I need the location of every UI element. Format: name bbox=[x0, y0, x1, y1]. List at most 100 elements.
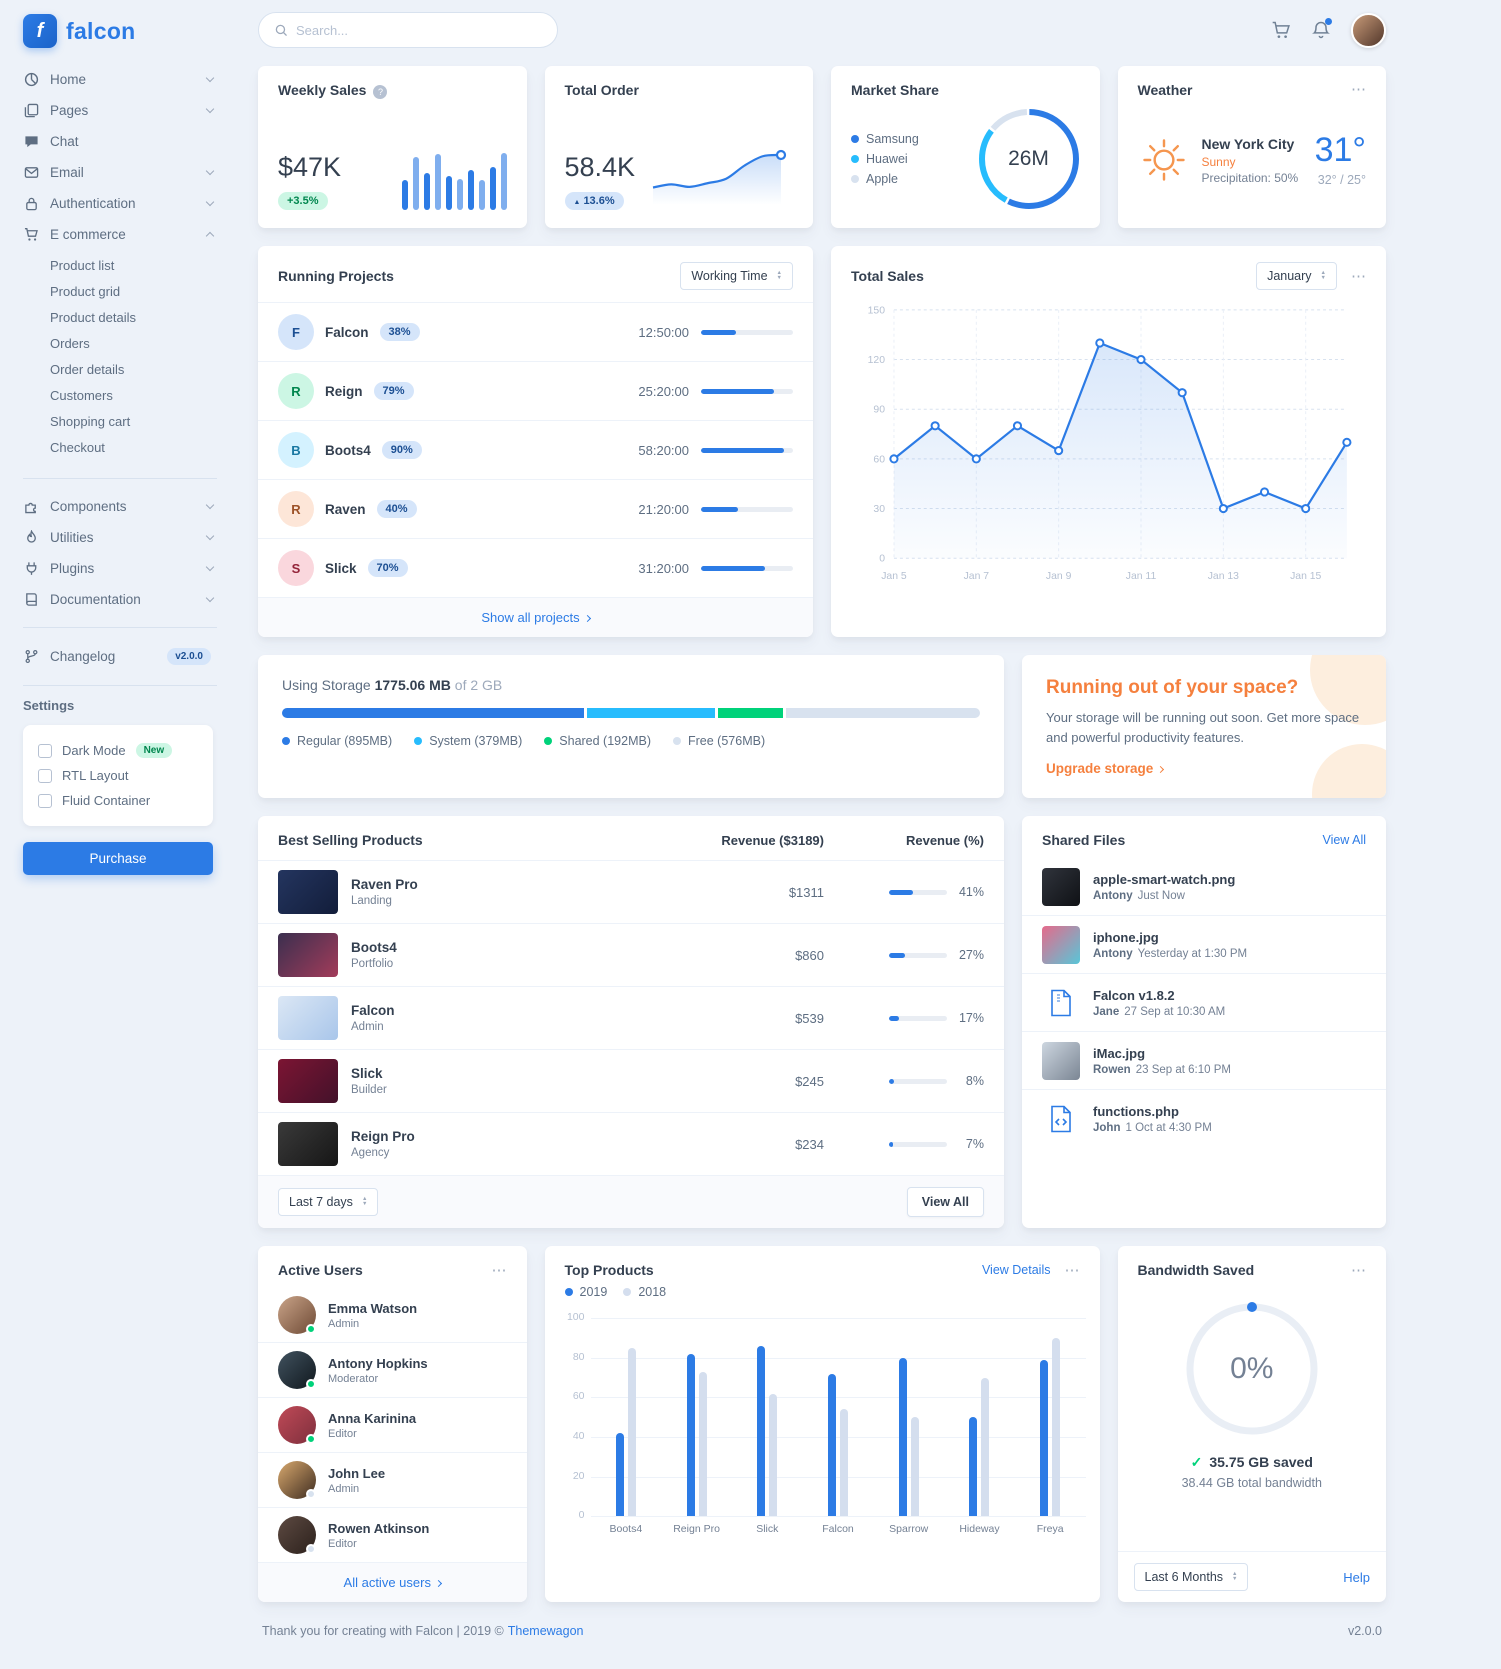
total-order-card: Total Order 58.4K 13.6% bbox=[544, 66, 813, 228]
product-row: Slick Builder $245 8% bbox=[258, 1049, 1004, 1112]
dark-mode-checkbox[interactable] bbox=[38, 743, 52, 758]
sidebar-item-chat[interactable]: Chat bbox=[23, 126, 225, 157]
sidebar-item-plugins[interactable]: Plugins bbox=[23, 553, 225, 584]
sidebar-item-email[interactable]: Email bbox=[23, 157, 225, 188]
brand-logo[interactable]: falcon bbox=[23, 14, 225, 48]
divider bbox=[23, 627, 217, 628]
product-name-link[interactable]: Falcon bbox=[351, 1003, 395, 1019]
project-name-link[interactable]: Slick bbox=[325, 560, 357, 576]
project-name-link[interactable]: Reign bbox=[325, 383, 363, 399]
file-name-link[interactable]: apple-smart-watch.png bbox=[1093, 871, 1236, 887]
weekly-sales-bar bbox=[467, 170, 474, 210]
show-all-projects-link[interactable]: Show all projects bbox=[481, 610, 591, 625]
product-name-link[interactable]: Reign Pro bbox=[351, 1129, 415, 1145]
product-name-link[interactable]: Raven Pro bbox=[351, 877, 418, 893]
bar-group bbox=[803, 1373, 874, 1517]
product-thumbnail bbox=[278, 1122, 338, 1167]
legend-item: Huawei bbox=[851, 149, 919, 169]
user-name-link[interactable]: Antony Hopkins bbox=[328, 1355, 428, 1371]
divider bbox=[23, 685, 217, 686]
more-menu-icon[interactable] bbox=[1351, 1263, 1366, 1278]
file-time: 1 Oct at 4:30 PM bbox=[1125, 1121, 1212, 1134]
file-name-link[interactable]: Falcon v1.8.2 bbox=[1093, 987, 1175, 1003]
rtl-layout-option[interactable]: RTL Layout bbox=[38, 763, 198, 788]
product-name-link[interactable]: Boots4 bbox=[351, 940, 397, 956]
file-name-link[interactable]: iMac.jpg bbox=[1093, 1045, 1146, 1061]
month-select[interactable]: January bbox=[1256, 262, 1337, 290]
storage-segment bbox=[785, 708, 980, 718]
more-menu-icon[interactable] bbox=[492, 1263, 507, 1278]
sidebar-item-product-grid[interactable]: Product grid bbox=[50, 283, 121, 299]
user-name-link[interactable]: Rowen Atkinson bbox=[328, 1520, 430, 1536]
info-icon[interactable] bbox=[373, 85, 388, 99]
sidebar-item-pages[interactable]: Pages bbox=[23, 95, 225, 126]
svg-text:Jan 5: Jan 5 bbox=[881, 571, 907, 582]
file-name-link[interactable]: iphone.jpg bbox=[1093, 929, 1159, 945]
sidebar-item-orders[interactable]: Orders bbox=[50, 335, 90, 351]
sidebar-item-customers[interactable]: Customers bbox=[50, 387, 113, 403]
months-select[interactable]: Last 6 Months bbox=[1133, 1563, 1249, 1592]
more-menu-icon[interactable] bbox=[1065, 1263, 1080, 1278]
svg-text:Jan 9: Jan 9 bbox=[1046, 571, 1072, 582]
chevron-down-icon bbox=[205, 562, 215, 572]
purchase-button[interactable]: Purchase bbox=[23, 842, 213, 875]
fluid-container-checkbox[interactable] bbox=[38, 793, 52, 808]
product-revenue: $539 bbox=[795, 1010, 824, 1026]
sidebar-item-ecommerce[interactable]: E commerce bbox=[23, 219, 225, 250]
avatar bbox=[278, 1461, 316, 1500]
user-name-link[interactable]: John Lee bbox=[328, 1465, 386, 1481]
product-name-link[interactable]: Slick bbox=[351, 1066, 383, 1082]
sidebar-item-changelog[interactable]: Changelog v2.0.0 bbox=[23, 640, 225, 673]
rtl-layout-checkbox[interactable] bbox=[38, 768, 52, 783]
product-row: Raven Pro Landing $1311 41% bbox=[258, 860, 1004, 923]
legend-item[interactable]: 2019 bbox=[564, 1282, 607, 1302]
fluid-container-option[interactable]: Fluid Container bbox=[38, 788, 198, 813]
themewagon-link[interactable]: Themewagon bbox=[507, 1624, 584, 1639]
user-name-link[interactable]: Anna Karinina bbox=[328, 1410, 417, 1426]
all-active-users-link[interactable]: All active users bbox=[344, 1575, 442, 1590]
user-name-link[interactable]: Emma Watson bbox=[328, 1300, 418, 1316]
file-owner: Antony bbox=[1093, 947, 1133, 960]
weather-condition: Sunny bbox=[1201, 154, 1236, 169]
bar-2018 bbox=[769, 1393, 778, 1517]
working-time-select[interactable]: Working Time bbox=[680, 262, 793, 290]
project-name-link[interactable]: Raven bbox=[325, 501, 366, 517]
search-box[interactable] bbox=[258, 12, 558, 48]
sidebar-item-components[interactable]: Components bbox=[23, 491, 225, 522]
sidebar-item-utilities[interactable]: Utilities bbox=[23, 522, 225, 553]
legend-item[interactable]: 2018 bbox=[623, 1282, 666, 1302]
caret-up-icon bbox=[574, 195, 584, 207]
date-range-select[interactable]: Last 7 days bbox=[278, 1188, 379, 1217]
project-name-link[interactable]: Falcon bbox=[325, 324, 369, 340]
sidebar-item-order-details[interactable]: Order details bbox=[50, 361, 125, 377]
more-menu-icon[interactable] bbox=[1351, 82, 1366, 97]
sidebar-item-shopping-cart[interactable]: Shopping cart bbox=[50, 413, 131, 429]
sidebar-item-product-list[interactable]: Product list bbox=[50, 257, 115, 273]
view-all-files-link[interactable]: View All bbox=[1322, 833, 1366, 848]
sidebar-item-home[interactable]: Home bbox=[23, 64, 225, 95]
upgrade-storage-link[interactable]: Upgrade storage bbox=[1046, 761, 1362, 776]
bar-2018 bbox=[910, 1417, 919, 1517]
sidebar-item-product-details[interactable]: Product details bbox=[50, 309, 136, 325]
avatar[interactable] bbox=[1351, 12, 1386, 48]
bell-icon[interactable] bbox=[1311, 18, 1332, 40]
falcon-logo-icon bbox=[23, 14, 57, 48]
view-all-button[interactable]: View All bbox=[906, 1187, 984, 1218]
search-input[interactable] bbox=[296, 22, 541, 38]
cart-icon[interactable] bbox=[1271, 20, 1291, 40]
footer-version: v2.0.0 bbox=[1347, 1624, 1382, 1639]
sidebar-item-documentation[interactable]: Documentation bbox=[23, 584, 225, 615]
category-label: Falcon bbox=[822, 1523, 854, 1536]
sidebar-item-authentication[interactable]: Authentication bbox=[23, 188, 225, 219]
more-menu-icon[interactable] bbox=[1351, 269, 1366, 284]
view-details-link[interactable]: View Details bbox=[981, 1263, 1051, 1278]
market-share-total: 26M bbox=[1008, 147, 1049, 170]
product-category: Landing bbox=[351, 895, 392, 908]
project-time: 31:20:00 bbox=[638, 560, 689, 576]
project-name-link[interactable]: Boots4 bbox=[325, 442, 371, 458]
help-link[interactable]: Help bbox=[1343, 1569, 1370, 1585]
revenue-percent-label: 17% bbox=[958, 1011, 984, 1026]
sidebar-item-checkout[interactable]: Checkout bbox=[50, 439, 105, 455]
dark-mode-option[interactable]: Dark Mode New bbox=[38, 738, 198, 763]
file-name-link[interactable]: functions.php bbox=[1093, 1103, 1179, 1119]
